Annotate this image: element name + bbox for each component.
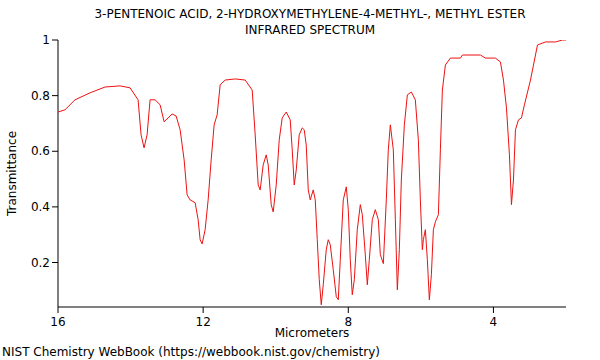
- y-tick-label: 1: [42, 33, 50, 47]
- chart: 3-PENTENOIC ACID, 2-HYDROXYMETHYLENE-4-M…: [0, 0, 600, 360]
- y-axis-label: Transmittance: [5, 131, 19, 217]
- x-tick: [493, 307, 494, 313]
- plot-area: [58, 40, 566, 305]
- y-tick-label: 0.4: [31, 200, 50, 214]
- x-axis: [58, 307, 566, 308]
- source-note: NIST Chemistry WebBook (https://webbook.…: [2, 345, 380, 359]
- title: 3-PENTENOIC ACID, 2-HYDROXYMETHYLENE-4-M…: [94, 7, 525, 21]
- y-tick: [52, 206, 58, 207]
- y-tick: [52, 40, 58, 41]
- x-tick: [348, 307, 349, 313]
- x-tick: [58, 307, 59, 313]
- y-tick-label: 0.8: [31, 89, 50, 103]
- spectrum-line: [58, 40, 566, 305]
- y-tick: [52, 95, 58, 96]
- y-tick: [52, 262, 58, 263]
- x-tick-label: 4: [490, 315, 498, 329]
- y-tick-label: 0.6: [31, 144, 50, 158]
- y-tick: [52, 151, 58, 152]
- y-tick-label: 0.2: [31, 256, 50, 270]
- y-axis: [58, 40, 59, 307]
- x-tick: [203, 307, 204, 313]
- x-tick-label: 12: [196, 315, 211, 329]
- subtitle: INFRARED SPECTRUM: [245, 23, 375, 37]
- x-tick-label: 16: [50, 315, 65, 329]
- x-axis-label: Micrometers: [275, 326, 350, 340]
